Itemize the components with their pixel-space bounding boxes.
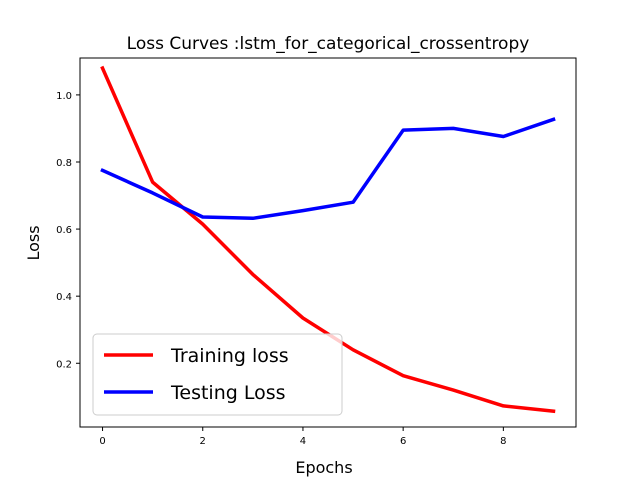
chart-title: Loss Curves :lstm_for_categorical_crosse… bbox=[127, 34, 530, 54]
y-tick-label: 0.2 bbox=[56, 359, 72, 370]
legend: Training loss Testing Loss bbox=[92, 333, 343, 416]
y-tick-label: 0.4 bbox=[56, 292, 72, 303]
x-axis: 0 2 4 6 8 bbox=[99, 427, 507, 447]
y-tick-label: 0.8 bbox=[56, 158, 72, 169]
y-tick-label: 0.6 bbox=[56, 225, 72, 236]
x-tick-label: 2 bbox=[200, 436, 206, 447]
legend-label-testing-loss: Testing Loss bbox=[170, 382, 286, 404]
x-axis-label: Epochs bbox=[295, 458, 352, 477]
plot-frame bbox=[79, 57, 577, 428]
x-tick-label: 8 bbox=[500, 436, 506, 447]
legend-box bbox=[92, 333, 343, 416]
x-tick-label: 6 bbox=[400, 436, 406, 447]
y-tick-label: 1.0 bbox=[56, 91, 72, 102]
legend-label-training-loss: Training loss bbox=[170, 345, 289, 367]
series-line-testing-loss bbox=[100, 117, 556, 221]
y-axis-label: Loss bbox=[24, 225, 43, 260]
x-tick-label: 4 bbox=[300, 436, 306, 447]
x-tick-label: 0 bbox=[99, 436, 105, 447]
y-axis: 0.2 0.4 0.6 0.8 1.0 bbox=[56, 91, 80, 370]
